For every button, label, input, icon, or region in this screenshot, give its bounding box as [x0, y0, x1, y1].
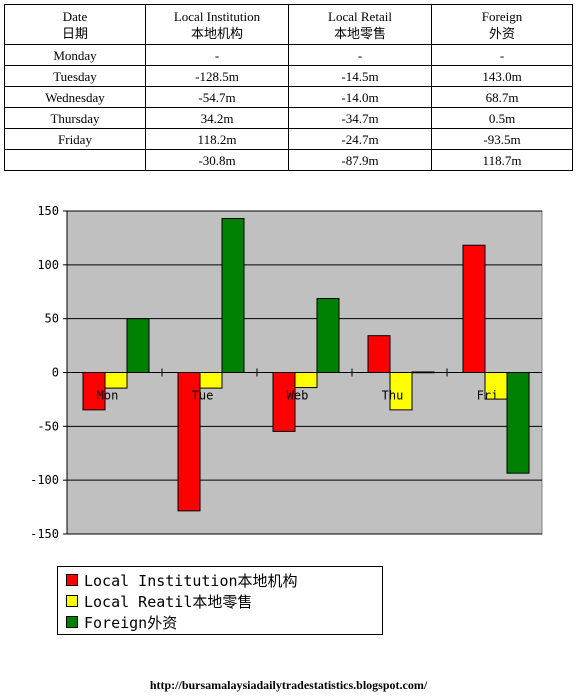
- table-header-cell: Date 日期: [4, 4, 146, 45]
- header-label-zh: 外资: [488, 26, 515, 41]
- table-row: Tuesday -128.5m -14.5m 143.0m: [4, 65, 573, 87]
- y-tick-label: -100: [30, 473, 59, 487]
- legend-label: Local Reatil本地零售: [84, 592, 253, 611]
- table-row: Monday - - -: [4, 44, 573, 66]
- table-cell: -128.5m: [145, 65, 289, 87]
- header-label-zh: 日期: [61, 26, 88, 41]
- legend-swatch: [66, 616, 78, 628]
- legend-item: Foreign外资: [66, 612, 177, 632]
- legend-label: Foreign外资: [84, 613, 178, 632]
- y-tick-label: -150: [30, 527, 59, 541]
- y-tick-label: 100: [37, 258, 59, 272]
- bar: [126, 318, 150, 373]
- table-cell: 118.7m: [431, 149, 573, 171]
- header-label-en: Foreign: [481, 9, 523, 24]
- table-cell: -93.5m: [431, 128, 573, 150]
- table-cell: Thursday: [4, 107, 146, 129]
- table-cell: -24.7m: [288, 128, 432, 150]
- header-label-en: Local Retail: [328, 9, 392, 24]
- header-label-zh: 本地零售: [333, 26, 386, 41]
- table-cell: 68.7m: [431, 86, 573, 108]
- table-row: -30.8m -87.9m 118.7m: [4, 149, 573, 171]
- table-cell: -14.0m: [288, 86, 432, 108]
- table-cell: [4, 149, 146, 171]
- y-tick-label: -50: [37, 419, 59, 433]
- table-cell: -30.8m: [145, 149, 289, 171]
- table-row: Friday 118.2m -24.7m -93.5m: [4, 128, 573, 150]
- table-cell: -: [145, 44, 289, 66]
- header-label-zh: 本地机构: [190, 26, 243, 41]
- table-cell: -14.5m: [288, 65, 432, 87]
- table-cell: 0.5m: [431, 107, 573, 129]
- table-cell: -: [431, 44, 573, 66]
- table-header-row: Date 日期 Local Institution 本地机构 Local Retail 本…: [4, 4, 573, 45]
- bar: [294, 372, 318, 389]
- x-tick-label: Tue: [192, 389, 214, 403]
- table-cell: -54.7m: [145, 86, 289, 108]
- fund-flow-table: Date 日期 Local Institution 本地机构 Local Retail 本…: [4, 4, 573, 171]
- bar: [316, 298, 340, 373]
- table-cell: 143.0m: [431, 65, 573, 87]
- y-tick-label: 50: [45, 312, 59, 326]
- x-tick-label: Fri: [477, 389, 499, 403]
- footer-url[interactable]: http://bursamalaysiadailytradestatistics…: [149, 678, 428, 692]
- table-cell: 34.2m: [145, 107, 289, 129]
- table-cell: -34.7m: [288, 107, 432, 129]
- chart-legend: Local Institution本地机构 Local Reatil本地零售 For…: [57, 566, 383, 635]
- table-cell: Tuesday: [4, 65, 146, 87]
- bar: [199, 372, 223, 389]
- bar: [367, 335, 391, 373]
- legend-label: Local Institution本地机构: [84, 571, 298, 590]
- table-header-cell: Foreign 外资: [431, 4, 573, 45]
- table-row: Wednesday -54.7m -14.0m 68.7m: [4, 86, 573, 108]
- x-tick-label: Web: [287, 389, 309, 403]
- table-cell: Monday: [4, 44, 146, 66]
- bar: [104, 372, 128, 389]
- x-tick-label: Thu: [382, 389, 404, 403]
- bar: [462, 244, 486, 373]
- header-label-en: Local Institution: [173, 9, 261, 24]
- legend-swatch: [66, 574, 78, 586]
- table-header-cell: Local Institution 本地机构: [145, 4, 289, 45]
- y-tick-label: 150: [37, 204, 59, 218]
- table-cell: 118.2m: [145, 128, 289, 150]
- bar: [221, 218, 245, 373]
- table-row: Thursday 34.2m -34.7m 0.5m: [4, 107, 573, 129]
- fund-flow-chart: 150 100 50 0 -50 -100 -150 Mon Tue Web Thu Fri: [30, 204, 543, 541]
- header-label-en: Date: [62, 9, 88, 24]
- x-tick-label: Mon: [97, 389, 119, 403]
- table-header-cell: Local Retail 本地零售: [288, 4, 432, 45]
- y-tick-label: 0: [52, 366, 59, 380]
- bar: [506, 372, 530, 474]
- table-cell: Friday: [4, 128, 146, 150]
- legend-swatch: [66, 595, 78, 607]
- legend-item: Local Reatil本地零售: [66, 591, 252, 611]
- table-cell: -87.9m: [288, 149, 432, 171]
- legend-item: Local Institution本地机构: [66, 570, 298, 590]
- table-cell: -: [288, 44, 432, 66]
- table-cell: Wednesday: [4, 86, 146, 108]
